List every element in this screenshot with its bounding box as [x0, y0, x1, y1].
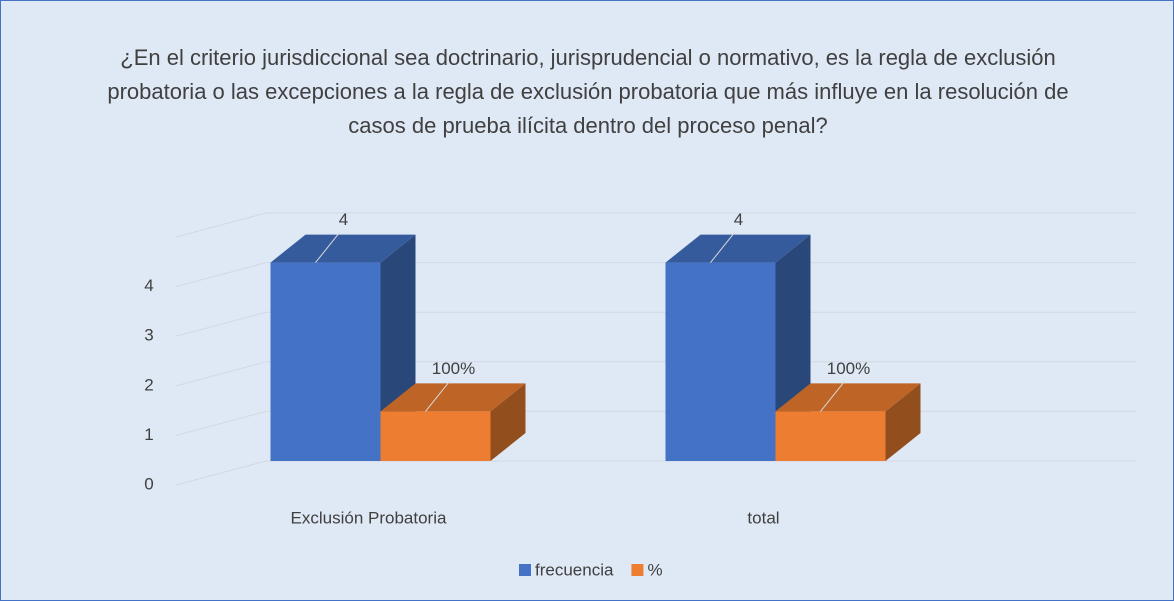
chart-title: ¿En el criterio jurisdiccional sea doctr…: [107, 45, 1069, 138]
x-tick-label: Exclusión Probatoria: [291, 508, 447, 527]
bar-side: [885, 383, 921, 461]
grid-line: [175, 460, 267, 486]
legend-label: %: [647, 560, 662, 579]
leader-line: [710, 232, 735, 263]
legend-label: frecuencia: [535, 560, 614, 579]
leader-line: [820, 381, 845, 412]
bar-side: [490, 383, 526, 461]
legend-swatch: [519, 564, 531, 576]
grid-line: [175, 410, 267, 436]
x-tick-label: total: [747, 508, 779, 527]
y-tick-label: 1: [144, 425, 153, 444]
data-label: 4: [734, 210, 743, 229]
legend-swatch: [631, 564, 644, 576]
y-tick-label: 0: [144, 474, 153, 493]
wall-line: [175, 212, 267, 238]
bar-top: [775, 383, 921, 412]
bar: [380, 411, 491, 461]
grid-line: [175, 262, 267, 288]
bar-top: [665, 234, 811, 263]
bar-top: [270, 234, 416, 263]
y-tick-label: 4: [144, 276, 153, 295]
data-label: 100%: [432, 359, 475, 378]
bar-top: [380, 383, 526, 412]
bar: [665, 262, 776, 461]
data-label: 100%: [827, 359, 870, 378]
bar: [270, 262, 381, 461]
data-label: 4: [339, 210, 348, 229]
y-tick-label: 2: [144, 375, 153, 394]
leader-line: [315, 232, 340, 263]
grid-line: [175, 311, 267, 337]
leader-line: [425, 381, 450, 412]
bar: [775, 411, 886, 461]
grid-line: [175, 361, 267, 387]
y-tick-label: 3: [144, 326, 153, 345]
